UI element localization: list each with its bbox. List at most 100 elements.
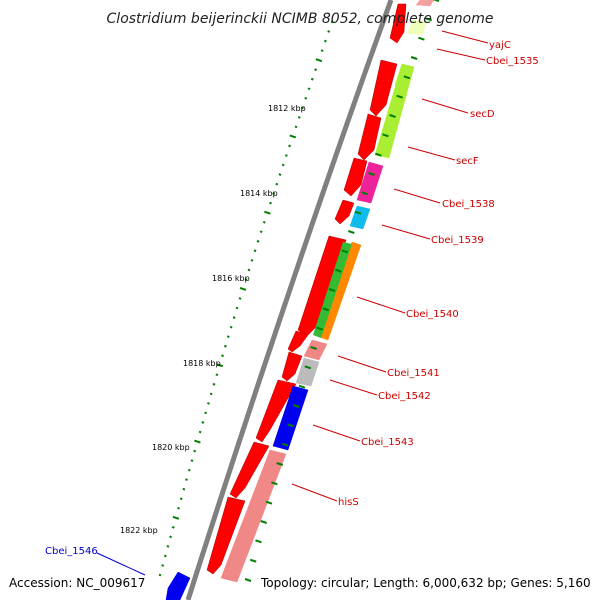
gene-block-Cbei_1541 — [303, 339, 328, 361]
gene-block-Cbei_1546 — [165, 571, 191, 600]
minor-tick — [259, 230, 263, 234]
cog-block — [334, 199, 355, 225]
inner-tick — [335, 268, 342, 273]
gene-block-Cbei_1543 — [272, 385, 309, 451]
major-tick — [216, 363, 223, 368]
inner-tick — [322, 307, 330, 312]
minor-tick — [238, 297, 242, 300]
inner-tick — [276, 462, 284, 466]
tick-label: 1818 kbp — [183, 359, 221, 368]
minor-tick — [253, 249, 257, 253]
inner-tick — [403, 75, 411, 80]
inner-tick — [328, 288, 336, 292]
major-tick — [172, 515, 180, 520]
genome-backbone — [185, 0, 394, 600]
inner-tick — [249, 558, 257, 563]
tick-label: 1814 kbp — [240, 189, 278, 198]
minor-tick — [330, 20, 334, 24]
inner-tick — [304, 365, 312, 370]
inner-tick — [298, 384, 306, 389]
gene-blocks — [165, 0, 435, 600]
inner-tick — [265, 500, 273, 505]
minor-tick — [272, 192, 276, 196]
gene-label-Cbei_1541: Cbei_1541 — [387, 368, 440, 379]
inner-tick — [418, 36, 425, 41]
inner-tick — [260, 520, 268, 524]
minor-tick — [310, 77, 314, 81]
minor-tick — [179, 497, 183, 501]
minor-tick — [185, 478, 189, 482]
inner-tick — [354, 210, 362, 215]
cog-blocks-forward — [206, 3, 407, 575]
minor-tick — [275, 182, 279, 186]
inner-tick — [410, 56, 418, 60]
map-title: Clostridium beijerinckii NCIMB 8052, com… — [107, 11, 494, 27]
minor-tick — [323, 39, 327, 43]
leader-Cbei_1546 — [96, 552, 146, 576]
tick-label: 1816 kbp — [212, 274, 250, 283]
gene-label-Cbei_1546: Cbei_1546 — [45, 546, 98, 557]
inner-tick — [425, 17, 433, 22]
cog-block — [343, 157, 368, 197]
minor-tick — [307, 87, 311, 91]
gene-labels: yajC Cbei_1535 secD secF Cbei_1538 Cbei_… — [45, 40, 539, 557]
leader-Cbei_1541 — [337, 355, 387, 373]
minor-tick — [235, 306, 239, 310]
gene-label-Cbei_1540: Cbei_1540 — [406, 309, 459, 320]
gene-label-Cbei_1543: Cbei_1543 — [361, 437, 414, 448]
inner-tick — [310, 346, 318, 350]
minor-tick — [262, 220, 266, 224]
minor-tick — [250, 258, 254, 262]
major-tick — [289, 134, 297, 139]
major-tick — [315, 58, 323, 63]
minor-tick — [201, 421, 205, 424]
minor-tick — [256, 239, 260, 243]
cog-block — [297, 235, 347, 338]
gene-label-Cbei_1535: Cbei_1535 — [486, 56, 539, 67]
inner-tick — [287, 423, 295, 428]
tick-label: 1822 kbp — [120, 526, 158, 535]
leader-secD — [421, 98, 469, 114]
tick-label: 1812 kbp — [268, 104, 306, 113]
leader-yajC — [441, 30, 489, 44]
cog-block — [357, 113, 382, 161]
inner-tick — [347, 230, 355, 234]
minor-tick — [161, 564, 165, 567]
inner-tick — [368, 172, 375, 176]
minor-tick — [182, 487, 186, 491]
inner-tick — [396, 94, 403, 99]
accession-label: Accession: NC_009617 — [9, 576, 145, 590]
gene-label-secF: secF — [456, 156, 479, 167]
gene-label-hisS: hisS — [338, 497, 359, 508]
cog-block — [287, 330, 309, 353]
minor-tick — [297, 115, 301, 119]
cog-block — [369, 59, 398, 117]
leader-secF — [407, 146, 456, 161]
minor-tick — [301, 106, 304, 110]
minor-tick — [269, 201, 272, 205]
minor-tick — [209, 392, 213, 396]
minor-tick — [281, 163, 285, 167]
minor-tick — [288, 144, 292, 148]
inner-tick — [375, 152, 382, 157]
minor-tick — [226, 335, 230, 339]
topology-label: Topology: circular; Length: 6,000,632 bp… — [260, 576, 591, 590]
minor-tick — [232, 316, 236, 319]
inner-tick — [389, 114, 396, 118]
leader-hisS — [291, 483, 338, 502]
minor-tick — [223, 344, 227, 348]
gene-leader-lines — [96, 30, 489, 576]
minor-tick — [278, 173, 282, 176]
minor-tick — [320, 49, 324, 52]
inner-tick — [255, 539, 262, 544]
gene-block-Cbei_1539 — [349, 205, 371, 230]
gene-label-Cbei_1539: Cbei_1539 — [431, 235, 484, 246]
leader-Cbei_1540 — [356, 296, 406, 314]
inner-tick — [292, 404, 300, 408]
minor-tick — [314, 68, 318, 72]
minor-tick — [166, 545, 170, 548]
minor-tick — [221, 354, 224, 358]
minor-tick — [229, 325, 233, 329]
minor-tick — [204, 411, 208, 415]
